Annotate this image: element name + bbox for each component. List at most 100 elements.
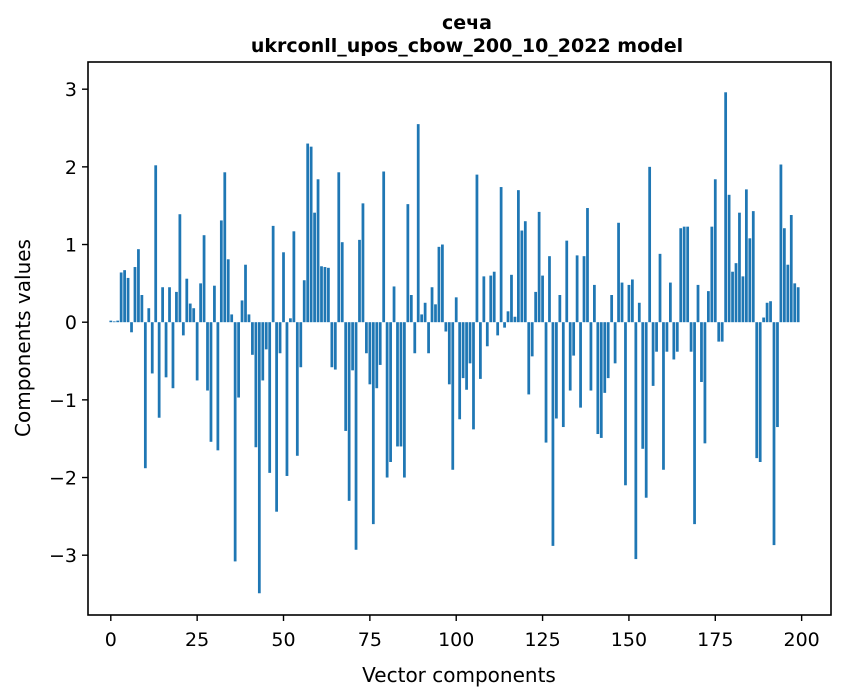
bar	[738, 212, 741, 323]
bar	[382, 171, 386, 323]
x-tick-label: 0	[105, 629, 117, 651]
bars-group	[109, 92, 800, 594]
bar	[658, 253, 662, 323]
bar	[513, 316, 517, 323]
bar	[689, 322, 693, 352]
bar	[109, 320, 113, 323]
bar	[302, 280, 306, 323]
bar	[717, 322, 721, 342]
bar	[206, 322, 209, 391]
bar	[244, 264, 247, 323]
bar	[517, 190, 520, 323]
bar	[188, 303, 192, 323]
bar	[257, 322, 261, 594]
bar	[796, 287, 800, 323]
bar	[724, 92, 728, 323]
chart-title: сеча	[442, 12, 492, 34]
bar	[441, 244, 444, 323]
bar	[492, 271, 496, 323]
bar	[589, 322, 593, 391]
bar	[237, 322, 240, 398]
bar	[506, 311, 510, 323]
bar	[347, 322, 351, 501]
bar	[164, 322, 168, 378]
bar	[644, 322, 648, 498]
bar	[762, 317, 766, 323]
x-axis-label: Vector components	[362, 663, 556, 687]
bar	[282, 252, 285, 323]
bar	[375, 322, 379, 389]
plot-spines	[87, 61, 832, 616]
bar	[143, 322, 147, 469]
bar	[641, 322, 645, 449]
bar	[396, 322, 399, 447]
bar	[475, 174, 479, 323]
bar	[389, 322, 392, 462]
bar	[551, 322, 555, 546]
bar	[226, 259, 230, 323]
bar	[662, 322, 665, 470]
bar	[710, 226, 714, 323]
bar	[285, 322, 289, 476]
y-axis-label: Components values	[11, 239, 35, 437]
bar	[358, 239, 361, 323]
bar	[706, 291, 710, 323]
bar	[140, 295, 144, 323]
bar	[610, 295, 614, 323]
bar	[720, 322, 724, 342]
bar	[458, 322, 462, 420]
bar	[181, 322, 185, 336]
bar	[392, 286, 396, 323]
bar	[537, 211, 541, 323]
y-tick-label: −1	[49, 390, 77, 412]
bar	[202, 235, 206, 323]
bar	[648, 166, 652, 323]
bar	[468, 322, 472, 364]
bar	[568, 322, 572, 391]
bar	[427, 322, 430, 354]
bar	[413, 322, 417, 354]
bar	[171, 322, 175, 389]
bar	[434, 304, 437, 323]
bar	[365, 322, 368, 354]
bar	[354, 322, 358, 550]
bar	[454, 297, 458, 323]
bar	[209, 322, 213, 442]
bar	[686, 226, 690, 323]
bar	[675, 322, 679, 352]
bar	[254, 322, 258, 448]
x-tick-labels: 0 25 50 75 100 125 150 175 200	[105, 629, 820, 651]
bar	[437, 246, 441, 323]
bar	[420, 314, 424, 323]
bar	[696, 284, 700, 323]
bar	[637, 302, 641, 323]
bar	[627, 284, 631, 323]
bar	[251, 322, 254, 355]
bar	[548, 256, 551, 323]
bar	[327, 267, 330, 323]
bar	[147, 308, 151, 323]
bar	[672, 322, 676, 360]
bar	[295, 322, 299, 456]
bar	[700, 322, 703, 382]
bar	[292, 231, 296, 323]
bar	[219, 220, 223, 323]
bar	[126, 277, 130, 323]
bar	[123, 270, 126, 323]
bar	[530, 322, 534, 357]
bar	[320, 266, 323, 323]
bar	[344, 322, 348, 431]
x-tick-label: 50	[271, 629, 295, 651]
bar	[289, 318, 292, 323]
bar	[351, 322, 354, 371]
y-tick-label: −2	[49, 468, 77, 490]
bar	[655, 322, 658, 352]
bar	[651, 322, 655, 386]
bar	[534, 291, 538, 323]
bar	[275, 322, 278, 512]
bar	[175, 291, 178, 323]
bar	[447, 322, 451, 385]
bar	[157, 322, 161, 418]
x-tick-label: 125	[524, 629, 560, 651]
